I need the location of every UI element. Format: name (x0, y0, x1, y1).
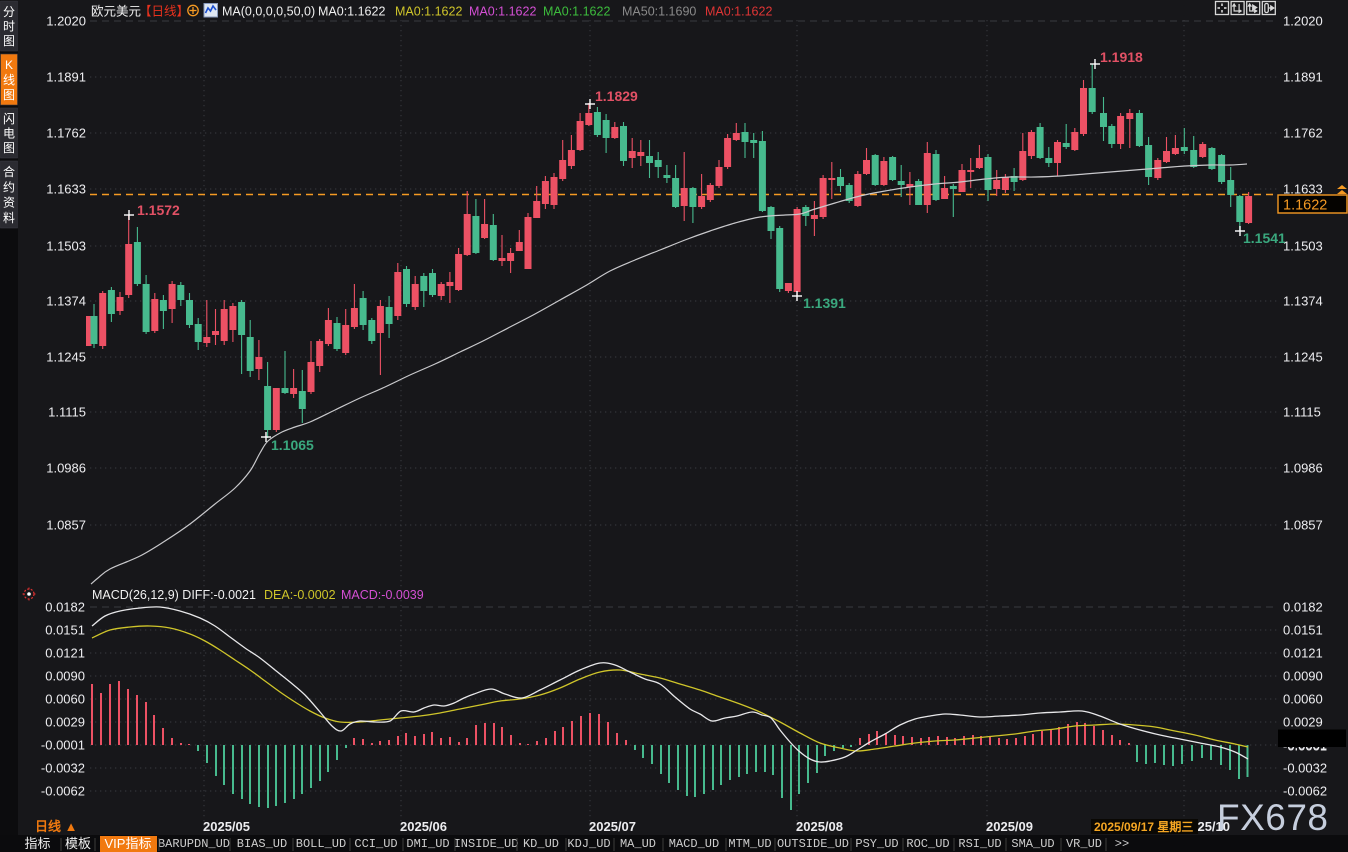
svg-text:1.1633: 1.1633 (1283, 182, 1323, 197)
svg-text:1.1829: 1.1829 (595, 88, 638, 104)
svg-text:闪: 闪 (3, 112, 15, 126)
svg-text:0.0182: 0.0182 (1283, 600, 1323, 615)
svg-text:1.1891: 1.1891 (1283, 70, 1323, 85)
svg-text:-0.0001: -0.0001 (41, 738, 85, 753)
svg-text:0.0182: 0.0182 (45, 600, 85, 615)
svg-text:0.0090: 0.0090 (45, 669, 85, 684)
svg-text:1.1503: 1.1503 (46, 239, 86, 254)
svg-text:RSI_UD: RSI_UD (958, 837, 1001, 851)
svg-text:日线 ▲: 日线 ▲ (35, 819, 77, 834)
svg-text:INSIDE_UD: INSIDE_UD (454, 837, 519, 851)
svg-text:1.1633: 1.1633 (46, 182, 86, 197)
svg-text:1.1374: 1.1374 (46, 294, 86, 309)
svg-text:MA50:1.1690: MA50:1.1690 (622, 5, 696, 19)
svg-text:指标: 指标 (24, 836, 50, 851)
svg-text:-0.0062: -0.0062 (41, 784, 85, 799)
svg-text:1.1245: 1.1245 (46, 350, 86, 365)
svg-text:【日线】: 【日线】 (139, 5, 189, 19)
svg-text:MACD_UD: MACD_UD (669, 837, 719, 851)
svg-text:0.0151: 0.0151 (45, 623, 85, 638)
svg-text:1.0857: 1.0857 (46, 518, 86, 533)
svg-text:0.0151: 0.0151 (1283, 623, 1323, 638)
svg-text:1.1245: 1.1245 (1283, 350, 1323, 365)
svg-text:FX678: FX678 (1217, 797, 1329, 838)
svg-text:MA_UD: MA_UD (620, 837, 656, 851)
svg-text:0.0060: 0.0060 (1283, 692, 1323, 707)
svg-text:合: 合 (3, 164, 15, 179)
svg-text:MA0:1.1622: MA0:1.1622 (395, 5, 462, 19)
svg-text:1.1115: 1.1115 (1283, 405, 1321, 420)
svg-text:0.0121: 0.0121 (45, 646, 85, 661)
svg-text:BIAS_UD: BIAS_UD (237, 837, 287, 851)
svg-text:MA(0,0,0,0,50,0): MA(0,0,0,0,50,0) (222, 5, 315, 19)
svg-text:VIP指标: VIP指标 (105, 836, 152, 851)
svg-text:1.1503: 1.1503 (1283, 239, 1323, 254)
svg-text:1.0857: 1.0857 (1283, 518, 1323, 533)
svg-text:BOLL_UD: BOLL_UD (296, 837, 346, 851)
svg-text:线: 线 (3, 73, 15, 87)
svg-text:0.0029: 0.0029 (1283, 715, 1323, 730)
svg-text:2025/06: 2025/06 (400, 819, 447, 834)
svg-text:资: 资 (3, 196, 15, 210)
svg-text:OUTSIDE_UD: OUTSIDE_UD (777, 837, 849, 851)
svg-text:0.0090: 0.0090 (1283, 669, 1323, 684)
svg-text:2025/09: 2025/09 (986, 819, 1033, 834)
svg-text:1.1891: 1.1891 (46, 70, 86, 85)
svg-text:DMI_UD: DMI_UD (406, 837, 449, 851)
svg-text:图: 图 (3, 34, 15, 48)
svg-text:MACD:-0.0039: MACD:-0.0039 (341, 588, 424, 602)
svg-text:1.1115: 1.1115 (48, 405, 86, 420)
svg-text:2025/09/17 星期三: 2025/09/17 星期三 (1094, 819, 1193, 834)
svg-text:SMA_UD: SMA_UD (1011, 837, 1054, 851)
svg-text:2025/08: 2025/08 (796, 819, 843, 834)
svg-text:PSY_UD: PSY_UD (855, 837, 898, 851)
svg-text:MA0:1.1622: MA0:1.1622 (318, 5, 385, 19)
svg-text:图: 图 (3, 88, 15, 102)
svg-text:分: 分 (3, 5, 15, 19)
svg-text:VR_UD: VR_UD (1066, 837, 1102, 851)
svg-text:1.0986: 1.0986 (1283, 461, 1323, 476)
svg-text:MA0:1.1622: MA0:1.1622 (543, 5, 610, 19)
svg-text:1.1622: 1.1622 (1283, 198, 1327, 214)
svg-text:-0.0032: -0.0032 (41, 761, 85, 776)
svg-text:MA0:1.1622: MA0:1.1622 (469, 5, 536, 19)
svg-text:K: K (5, 58, 13, 72)
svg-text:-0.0062: -0.0062 (1283, 784, 1327, 799)
svg-text:1.2020: 1.2020 (1283, 14, 1323, 29)
svg-text:图: 图 (3, 141, 15, 155)
svg-text:0.0121: 0.0121 (1283, 646, 1323, 661)
svg-text:电: 电 (3, 127, 15, 141)
svg-text:1.1762: 1.1762 (46, 126, 86, 141)
svg-text:BARUPDN_UD: BARUPDN_UD (158, 837, 230, 851)
svg-text:2025/07: 2025/07 (589, 819, 636, 834)
svg-text:欧元美元: 欧元美元 (91, 5, 141, 19)
svg-text:模板: 模板 (65, 836, 91, 851)
svg-text:1.1762: 1.1762 (1283, 126, 1323, 141)
svg-text:1.1065: 1.1065 (271, 437, 314, 453)
svg-text:KDJ_UD: KDJ_UD (567, 837, 610, 851)
svg-text:CCI_UD: CCI_UD (354, 837, 397, 851)
svg-text:料: 料 (3, 211, 15, 225)
svg-text:时: 时 (3, 20, 15, 34)
svg-text:0.0029: 0.0029 (45, 715, 85, 730)
svg-text:1.1918: 1.1918 (1100, 49, 1143, 65)
svg-text:1.1391: 1.1391 (803, 295, 846, 311)
svg-text:KD_UD: KD_UD (523, 837, 559, 851)
svg-text:>>: >> (1115, 837, 1129, 851)
svg-text:ROC_UD: ROC_UD (906, 837, 949, 851)
svg-text:约: 约 (3, 179, 15, 194)
svg-text:1.2020: 1.2020 (46, 14, 86, 29)
svg-text:MTM_UD: MTM_UD (728, 837, 771, 851)
svg-text:MA0:1.1622: MA0:1.1622 (705, 5, 772, 19)
svg-text:1.0986: 1.0986 (46, 461, 86, 476)
svg-text:1.1374: 1.1374 (1283, 294, 1323, 309)
svg-text:2025/05: 2025/05 (203, 819, 250, 834)
svg-text:MACD(26,12,9) DIFF:-0.0021: MACD(26,12,9) DIFF:-0.0021 (92, 588, 256, 602)
svg-text:-0.0032: -0.0032 (1283, 761, 1327, 776)
svg-text:1.1572: 1.1572 (137, 202, 180, 218)
svg-text:0.0060: 0.0060 (45, 692, 85, 707)
svg-text:1.1541: 1.1541 (1243, 230, 1286, 246)
svg-text:DEA:-0.0002: DEA:-0.0002 (264, 588, 336, 602)
